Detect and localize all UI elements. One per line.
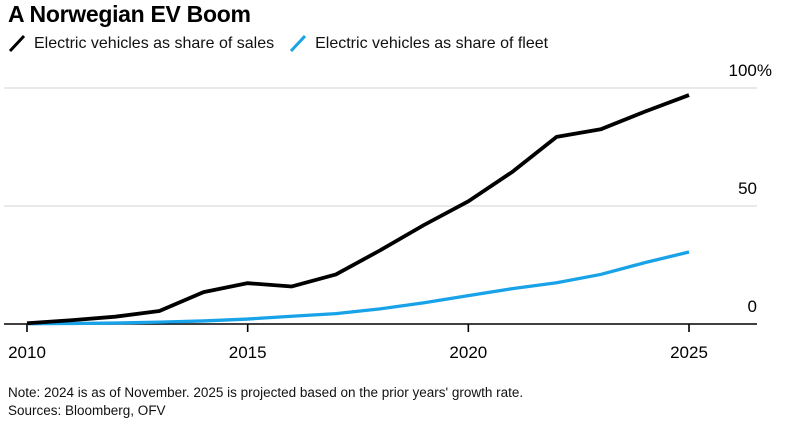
chart-sources: Sources: Bloomberg, OFV [8,403,166,418]
y-axis-label-100: 100% [728,61,772,80]
series-line-sales [26,93,690,326]
chart-note: Note: 2024 is as of November. 2025 is pr… [8,385,524,400]
chart-legend: Electric vehicles as share of sales Elec… [8,34,548,53]
series-line-fleet [26,250,690,326]
x-axis-label-2025: 2025 [670,343,708,362]
fleet-line-marker-icon [290,34,307,53]
chart-footer: Note: 2024 is as of November. 2025 is pr… [8,384,523,420]
x-axis-label-2020: 2020 [449,343,488,362]
legend-item-fleet: Electric vehicles as share of fleet [289,34,548,53]
legend-label-sales: Electric vehicles as share of sales [34,34,275,52]
sales-line-marker-icon [8,34,26,53]
y-axis-label-50: 50 [738,179,757,198]
y-axis-label-0: 0 [747,297,757,316]
x-axis-label-2010: 2010 [8,343,46,362]
chart-title: A Norwegian EV Boom [8,1,251,27]
legend-item-sales: Electric vehicles as share of sales [8,34,274,53]
x-axis-label-2015: 2015 [228,343,267,362]
legend-label-fleet: Electric vehicles as share of fleet [315,34,549,52]
